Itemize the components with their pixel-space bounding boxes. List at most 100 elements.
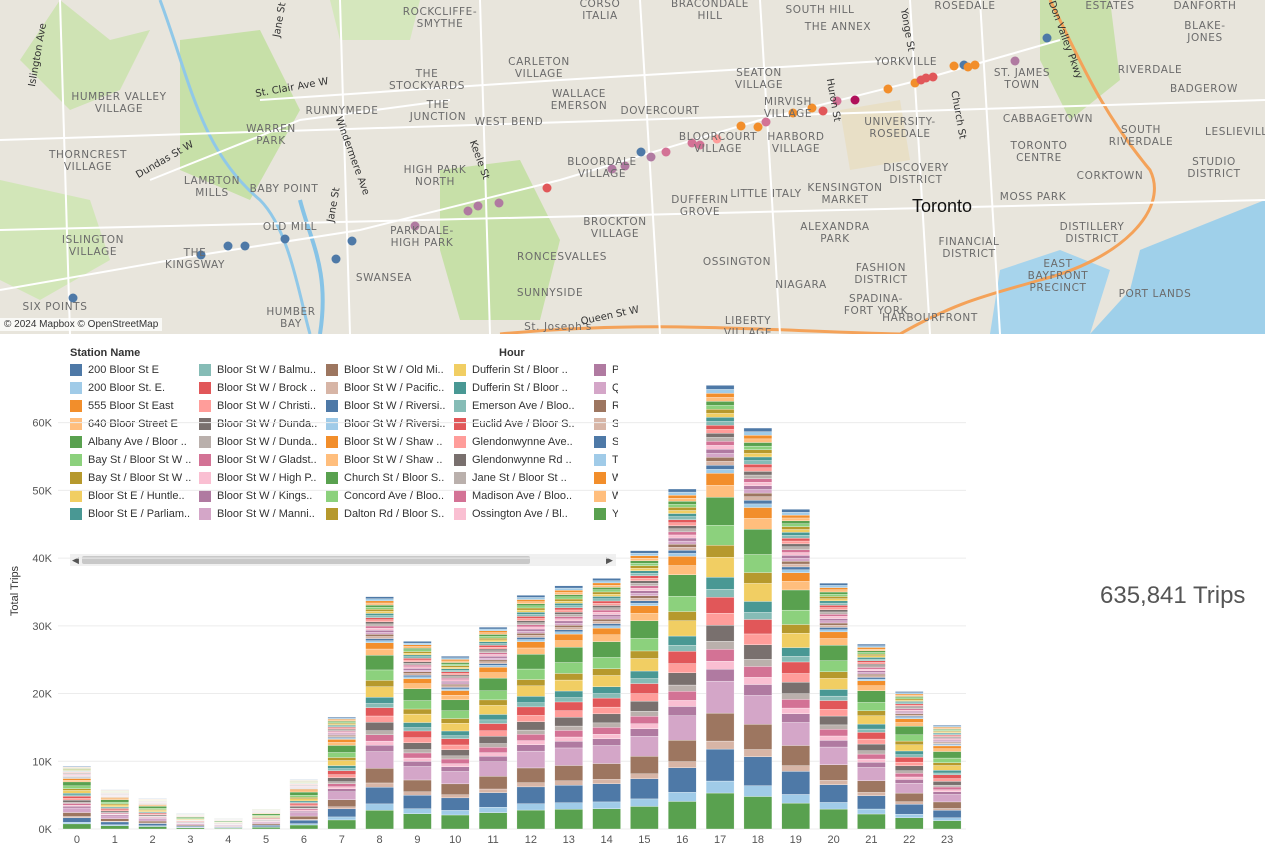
legend-item[interactable]: 640 Bloor Street E: [70, 415, 194, 433]
station-map[interactable]: ROCKCLIFFE- SMYTHE CORSO ITALIA BRACONDALE…: [0, 0, 1265, 334]
station-marker[interactable]: [347, 236, 357, 246]
station-marker[interactable]: [712, 134, 722, 144]
legend-item[interactable]: Bloor St W / Brock ..: [199, 379, 323, 397]
legend-item[interactable]: Bloor St W / Riversi..: [326, 415, 450, 433]
station-marker[interactable]: [68, 293, 78, 303]
legend-item[interactable]: 200 Bloor St E: [70, 361, 194, 379]
scroll-left-icon[interactable]: ◀: [72, 555, 79, 565]
legend-item[interactable]: Bloor St W / High P..: [199, 469, 323, 487]
station-marker[interactable]: [240, 241, 250, 251]
bar-segment: [327, 738, 356, 740]
legend-item[interactable]: Bloor St W / Kings..: [199, 487, 323, 505]
station-marker[interactable]: [463, 206, 473, 216]
legend-item[interactable]: Bloor St W / Riversi..: [326, 397, 450, 415]
legend-item[interactable]: 200 Bloor St. E.: [70, 379, 194, 397]
map-attribution[interactable]: © 2024 Mapbox © OpenStreetMap: [0, 318, 163, 331]
station-marker[interactable]: [1042, 33, 1052, 43]
legend-item[interactable]: Dalton Rd / Bloor S..: [326, 505, 450, 523]
legend-item[interactable]: Albany Ave / Bloor ..: [70, 433, 194, 451]
legend-item[interactable]: Yon: [594, 505, 618, 523]
station-marker[interactable]: [494, 198, 504, 208]
station-marker[interactable]: [473, 201, 483, 211]
legend-item[interactable]: Glendonwynne Ave..: [454, 433, 578, 451]
legend-item[interactable]: Bloor St W / Christi..: [199, 397, 323, 415]
station-marker[interactable]: [761, 117, 771, 127]
station-marker[interactable]: [970, 60, 980, 70]
station-marker[interactable]: [620, 161, 630, 171]
legend-item[interactable]: Bloor St W / Dunda..: [199, 433, 323, 451]
legend-label: Glendonwynne Ave..: [472, 436, 573, 448]
station-marker[interactable]: [1010, 56, 1020, 66]
station-marker[interactable]: [410, 221, 420, 231]
station-marker[interactable]: [832, 96, 842, 106]
legend-item[interactable]: 555 Bloor St East: [70, 397, 194, 415]
station-marker[interactable]: [687, 138, 697, 148]
legend-item[interactable]: Bloor St W / Manni..: [199, 505, 323, 523]
station-marker[interactable]: [607, 164, 617, 174]
legend-item[interactable]: St. G: [594, 433, 618, 451]
station-marker[interactable]: [695, 140, 705, 150]
station-marker[interactable]: [850, 95, 860, 105]
station-marker[interactable]: [280, 234, 290, 244]
station-marker[interactable]: [818, 106, 828, 116]
legend-scrollbar[interactable]: ◀ ▶: [70, 554, 616, 566]
bar-segment: [630, 588, 659, 591]
legend-label: Bay St / Bloor St W ..: [88, 472, 192, 484]
station-marker[interactable]: [807, 103, 817, 113]
legend-item[interactable]: Wer: [594, 469, 618, 487]
legend-item[interactable]: Bloor St W / Old Mi..: [326, 361, 450, 379]
legend-item[interactable]: Bloor St W / Pacific..: [326, 379, 450, 397]
legend-item[interactable]: Bay St / Bloor St W ..: [70, 451, 194, 469]
legend-item[interactable]: Bloor St E / Huntle..: [70, 487, 194, 505]
legend-panel[interactable]: Station Name Hour 200 Bloor St E 200 Bloo…: [62, 343, 620, 569]
station-marker[interactable]: [883, 84, 893, 94]
legend-item[interactable]: Robert St / Bloor S..: [594, 397, 618, 415]
bar-segment: [327, 816, 356, 821]
station-marker[interactable]: [331, 254, 341, 264]
legend-item[interactable]: Dufferin St / Bloor ..: [454, 361, 578, 379]
legend-item[interactable]: Queen's Park / Blo..: [594, 379, 618, 397]
station-marker[interactable]: [223, 241, 233, 251]
scroll-right-icon[interactable]: ▶: [606, 555, 613, 565]
station-marker[interactable]: [921, 73, 931, 83]
bar-segment: [365, 669, 394, 681]
station-marker[interactable]: [646, 152, 656, 162]
bar-segment: [516, 685, 546, 697]
legend-item[interactable]: Concord Ave / Bloo..: [326, 487, 450, 505]
station-marker[interactable]: [661, 147, 671, 157]
station-marker[interactable]: [542, 183, 552, 193]
bar-segment: [895, 757, 924, 763]
legend-item[interactable]: Bloor St E / Parliam..: [70, 505, 194, 523]
legend-item[interactable]: Parkdale Dr / Bloor ..: [594, 361, 618, 379]
legend-item[interactable]: Bloor St W / Gladst..: [199, 451, 323, 469]
legend-item[interactable]: Bloor St W / Balmu..: [199, 361, 323, 379]
map-canvas[interactable]: [0, 0, 1265, 334]
bar-segment: [630, 573, 659, 576]
bar-segment: [403, 644, 432, 647]
legend-item[interactable]: Bay St / Bloor St W ..: [70, 469, 194, 487]
legend-item[interactable]: Will: [594, 487, 618, 505]
legend-item[interactable]: Euclid Ave / Bloor S..: [454, 415, 578, 433]
station-marker[interactable]: [949, 61, 959, 71]
legend-item[interactable]: Salem Ave / Bloor S..: [594, 415, 618, 433]
station-marker[interactable]: [928, 72, 938, 82]
legend-item[interactable]: Glendonwynne Rd ..: [454, 451, 578, 469]
station-marker[interactable]: [636, 147, 646, 157]
station-marker[interactable]: [963, 62, 973, 72]
legend-item[interactable]: Madison Ave / Bloo..: [454, 487, 578, 505]
station-marker[interactable]: [736, 121, 746, 131]
x-tick-label: 7: [339, 834, 345, 846]
legend-scroll-thumb[interactable]: [82, 556, 530, 564]
legend-item[interactable]: Bloor St W / Shaw ..: [326, 433, 450, 451]
station-marker[interactable]: [788, 108, 798, 118]
legend-item[interactable]: Ted: [594, 451, 618, 469]
legend-item[interactable]: Bloor St W / Shaw ..: [326, 451, 450, 469]
legend-item[interactable]: Dufferin St / Bloor ..: [454, 379, 578, 397]
legend-item[interactable]: Church St / Bloor S..: [326, 469, 450, 487]
legend-item[interactable]: Bloor St W / Dunda..: [199, 415, 323, 433]
legend-item[interactable]: Emerson Ave / Bloo..: [454, 397, 578, 415]
station-marker[interactable]: [196, 250, 206, 260]
station-marker[interactable]: [753, 122, 763, 132]
legend-item[interactable]: Ossington Ave / Bl..: [454, 505, 578, 523]
legend-item[interactable]: Jane St / Bloor St ..: [454, 469, 578, 487]
